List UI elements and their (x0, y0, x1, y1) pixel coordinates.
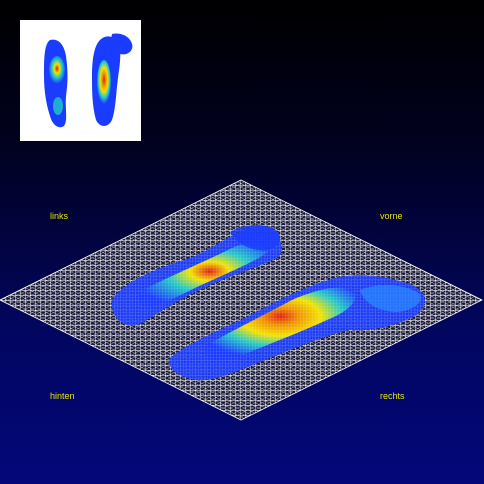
label-links: links (50, 211, 69, 221)
left-foot-surface (111, 224, 282, 326)
top-view-inset (20, 20, 141, 141)
label-rechts: rechts (380, 391, 405, 401)
label-hinten: hinten (50, 391, 75, 401)
label-vorne: vorne (380, 211, 403, 221)
inset-right-foot (92, 33, 133, 126)
right-foot-surface (169, 275, 426, 381)
inset-left-foot (44, 39, 68, 128)
